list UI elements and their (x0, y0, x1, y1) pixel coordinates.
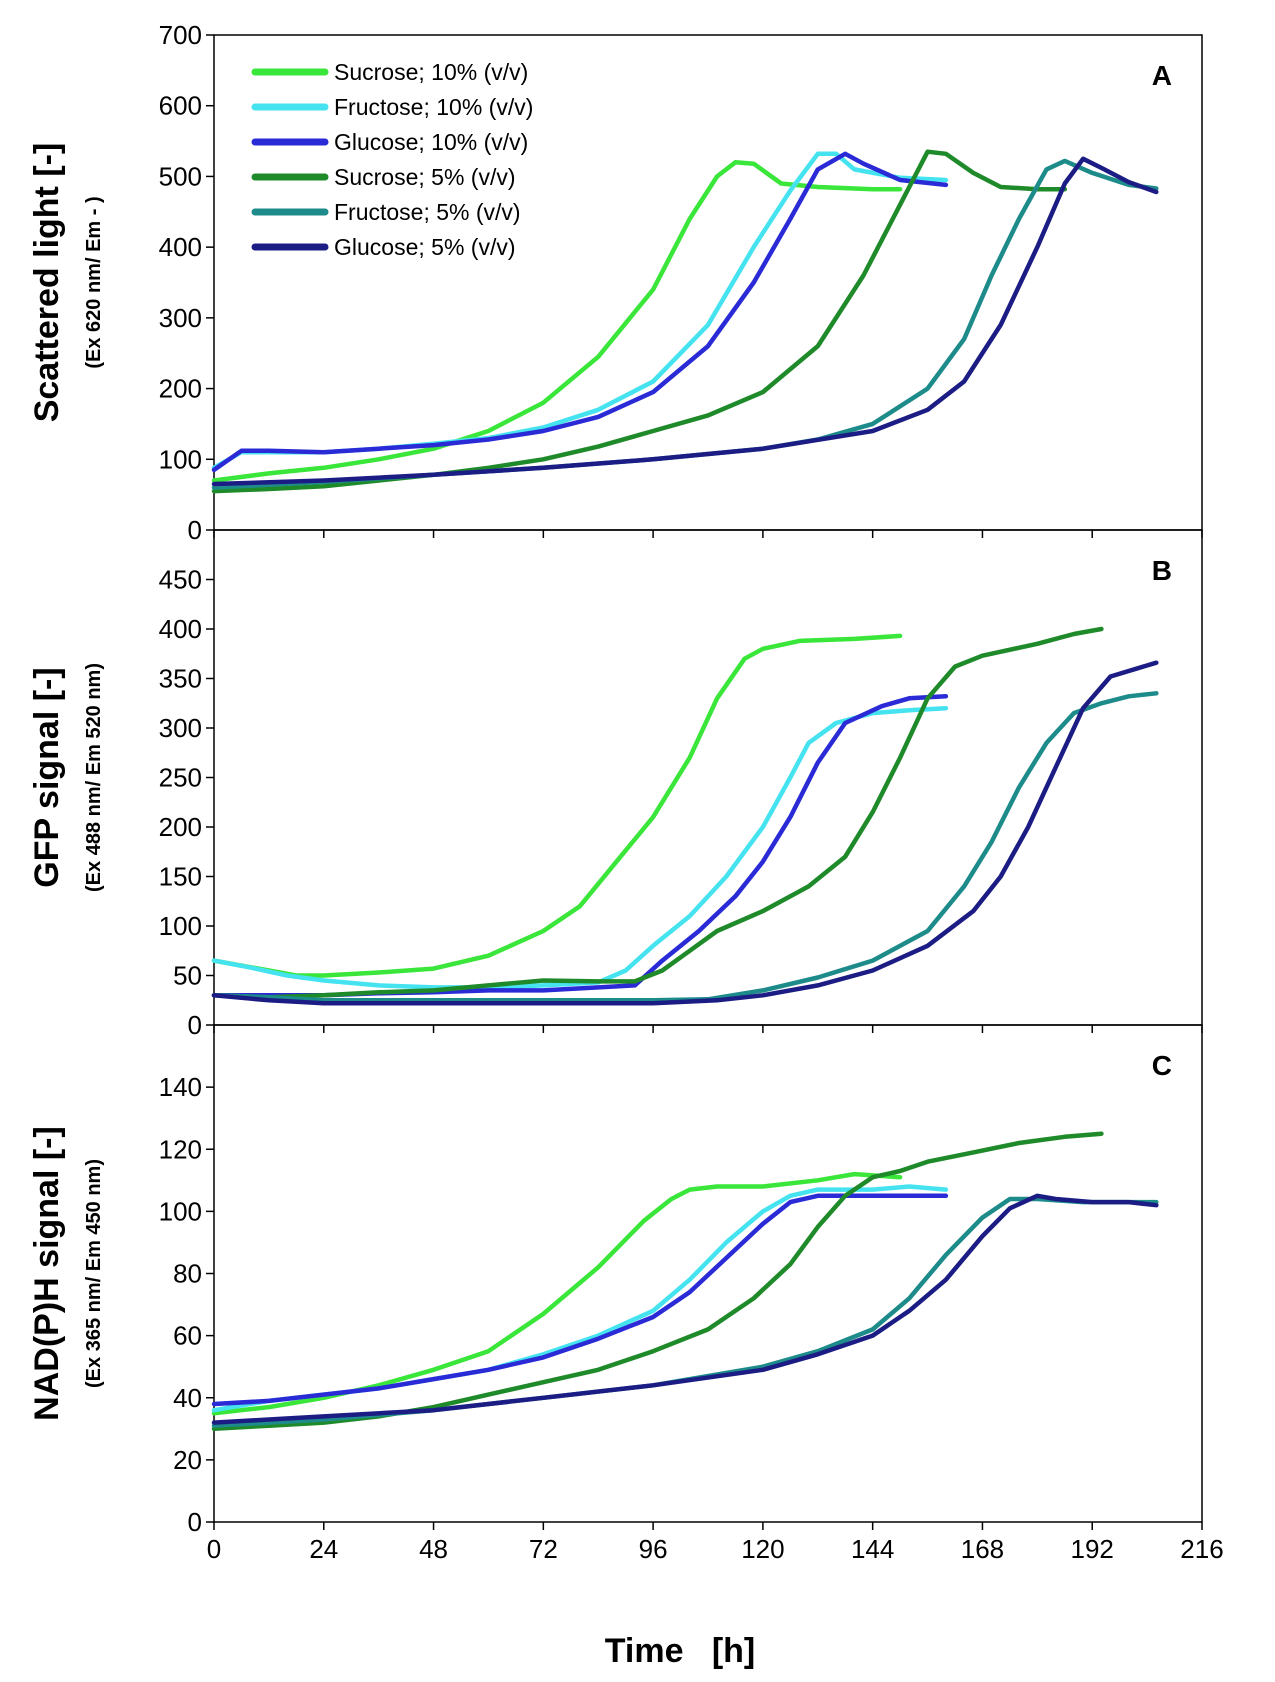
y-tick-label: 300 (159, 713, 202, 743)
x-tick-label: 72 (529, 1534, 558, 1564)
y-tick-label: 100 (159, 444, 202, 474)
series-line (211, 660, 1159, 1006)
legend: Sucrose; 10% (v/v) Fructose; 10% (v/v) Glu… (251, 59, 533, 260)
panel-label: B (1152, 555, 1172, 586)
legend-label: Sucrose; 5% (v/v) (334, 164, 516, 190)
y-tick-label: 0 (188, 1507, 202, 1537)
y-tick-label: 450 (159, 565, 202, 595)
legend-item: Sucrose; 10% (v/v) (251, 59, 528, 85)
y-tick-label: 20 (173, 1445, 202, 1475)
panel-b: 0 50 100 150 200 250 300 350 400 450 B GFP signal [… (28, 529, 1203, 1040)
legend-label: Glucose; 10% (v/v) (334, 129, 528, 155)
y-tick-label: 40 (173, 1383, 202, 1413)
y-tick-label: 50 (173, 961, 202, 991)
x-tick-label: 120 (741, 1534, 784, 1564)
series-line (211, 156, 1159, 487)
y-axis-sublabel: (Ex 488 nm/ Em 520 nm) (83, 663, 105, 892)
x-axis-label: Time [h] (605, 1632, 756, 1670)
x-tick-label: 216 (1180, 1534, 1223, 1564)
y-axis-label: GFP signal [-] (28, 667, 66, 887)
y-tick-label: 60 (173, 1321, 202, 1351)
y-tick-label: 400 (159, 232, 202, 262)
legend-label: Fructose; 10% (v/v) (334, 94, 533, 120)
legend-item: Fructose; 10% (v/v) (251, 94, 533, 120)
x-tick-label: 168 (961, 1534, 1004, 1564)
panel-c: 0 20 40 60 80 100 120 140 0 24 48 72 96 120 144 168 192 2… (28, 1024, 1224, 1564)
legend-item: Glucose; 10% (v/v) (251, 129, 528, 155)
legend-item: Sucrose; 5% (v/v) (251, 164, 516, 190)
series-line (211, 1184, 949, 1413)
y-tick-label: 300 (159, 303, 202, 333)
legend-item: Glucose; 5% (v/v) (251, 234, 516, 260)
x-tick-label: 24 (309, 1534, 338, 1564)
series-line (211, 1193, 1159, 1425)
plot-frame (213, 529, 1203, 1026)
series-line (211, 151, 949, 473)
y-tick-label: 500 (159, 161, 202, 191)
y-tick-label: 80 (173, 1259, 202, 1289)
y-tick-label: 140 (159, 1072, 202, 1102)
y-tick-label: 200 (159, 812, 202, 842)
y-tick-label: 0 (188, 515, 202, 545)
y-axis-label: Scattered light [-] (28, 143, 66, 423)
x-tick-label: 0 (207, 1534, 221, 1564)
y-axis-sublabel: (Ex 620 nm/ Em - ) (83, 196, 105, 368)
y-tick-label: 350 (159, 664, 202, 694)
legend-label: Fructose; 5% (v/v) (334, 199, 521, 225)
y-tick-label: 120 (159, 1134, 202, 1164)
panel-label: A (1152, 60, 1172, 91)
x-tick-label: 144 (851, 1534, 894, 1564)
y-axis-sublabel: (Ex 365 nm/ Em 450 nm) (83, 1159, 105, 1388)
series-line (211, 705, 949, 990)
y-tick-label: 0 (188, 1010, 202, 1040)
y-tick-label: 100 (159, 1196, 202, 1226)
y-tick-label: 400 (159, 614, 202, 644)
panel-a: 0 100 200 300 400 500 600 700 A Scattered light [… (28, 20, 1203, 545)
panel-label: C (1152, 1050, 1172, 1081)
y-tick-label: 100 (159, 911, 202, 941)
legend-label: Sucrose; 10% (v/v) (334, 59, 528, 85)
y-tick-label: 150 (159, 862, 202, 892)
x-tick-label: 96 (639, 1534, 668, 1564)
series-line (211, 1193, 949, 1407)
x-tick-label: 48 (419, 1534, 448, 1564)
y-tick-label: 700 (159, 20, 202, 50)
legend-item: Fructose; 5% (v/v) (251, 199, 521, 225)
series-line (211, 691, 1159, 1003)
y-axis-label: NAD(P)H signal [-] (28, 1126, 66, 1421)
series-line (211, 694, 949, 998)
y-tick-label: 250 (159, 763, 202, 793)
y-tick-label: 200 (159, 374, 202, 404)
x-tick-label: 192 (1071, 1534, 1114, 1564)
legend-label: Glucose; 5% (v/v) (334, 234, 516, 260)
y-tick-label: 600 (159, 91, 202, 121)
series-line (211, 626, 1104, 1000)
